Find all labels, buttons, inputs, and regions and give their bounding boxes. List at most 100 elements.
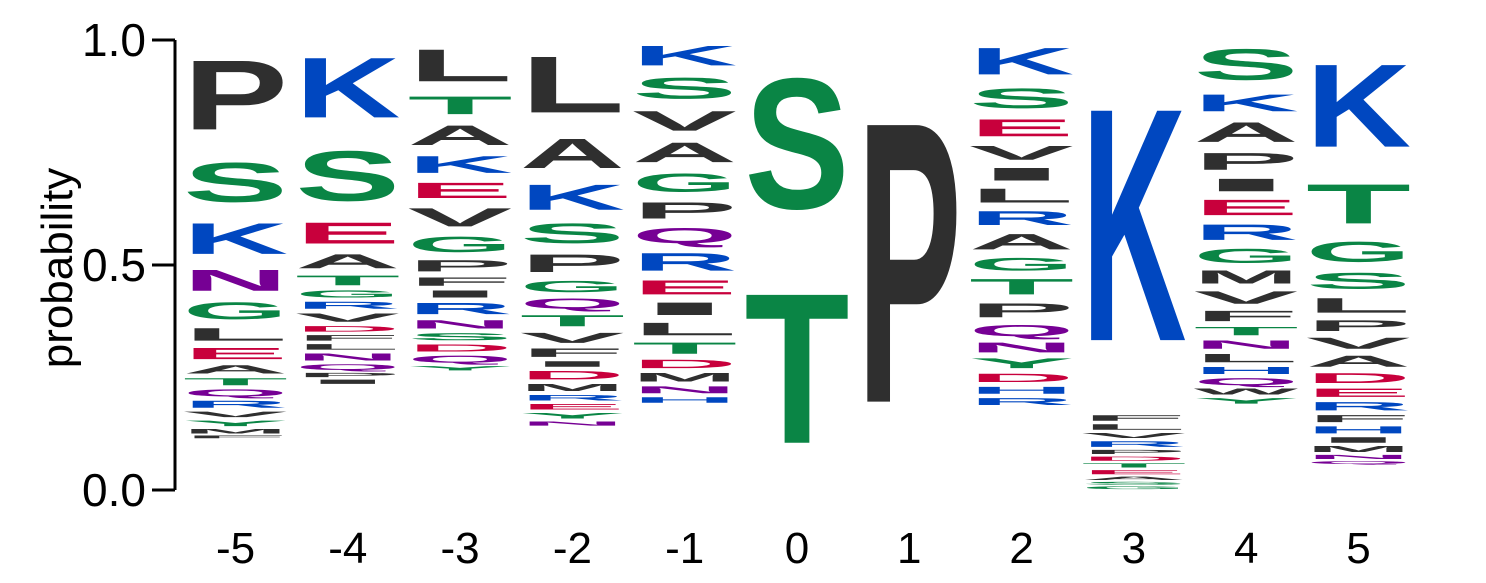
y-tick-label: 0.5 [82,239,146,291]
logo-letter-r: R [969,207,1074,229]
logo-letter-r: R [969,396,1074,407]
logo-letter-v: V [1306,334,1411,352]
logo-letter-s: S [1306,268,1411,294]
logo-letter-g: G [1306,236,1411,268]
logo-letter-l: L [183,324,288,344]
logo-letter-k: K [520,177,625,217]
logo-letter-k: K [969,40,1074,83]
logo-letter-n: N [632,384,737,395]
logo-letter-q: Q [183,387,288,398]
logo-letter-n: N [408,318,513,331]
logo-letter-t: T [408,91,513,119]
logo-letter-l: L [632,319,737,339]
logo-letter-s: S [1194,40,1299,89]
logo-letter-s: S [969,83,1074,114]
logo-letter-r: R [1306,400,1411,413]
logo-letter-n: N [183,264,288,298]
logo-letter-q: Q [295,363,400,372]
logo-letter-t: T [1194,324,1299,337]
logo-letter-g: G [632,168,737,197]
logo-letter-f: F [1194,308,1299,325]
logo-letter-k: K [1306,40,1411,172]
logo-letter-f: F [183,435,288,439]
logo-letter-d: D [408,342,513,353]
logo-letter-i: I [295,378,400,385]
logo-letter-w: W [1194,387,1298,396]
logo-letter-t: T [969,274,1074,299]
x-tick-label: -2 [553,524,592,573]
x-tick-label: -5 [216,524,255,573]
logo-letter-g: G [1081,486,1186,490]
logo-letter-p: P [969,299,1074,322]
logo-letter-v: V [295,311,400,325]
logo-letter-p: P [183,40,288,151]
logo-letter-y: Y [1194,396,1299,405]
x-tick-label: 1 [897,524,921,573]
logo-letter-h: H [1306,424,1411,435]
logo-letter-v: V [183,410,288,419]
logo-letter-r: R [1081,440,1186,449]
logo-letter-s: S [295,136,400,216]
logo-letter-q: Q [408,354,513,365]
logo-letter-m: M [1194,267,1299,287]
logo-letter-t: T [1081,462,1186,469]
logo-letter-t: T [295,273,400,289]
logo-letter-y: Y [520,411,625,420]
logo-letter-d: D [969,371,1074,384]
logo-letter-k: K [295,40,400,136]
logo-letter-e: E [1306,386,1411,399]
logo-letter-i: I [1306,436,1411,445]
logo-letter-n: N [969,340,1074,356]
logo-letter-h: H [1194,365,1299,376]
logo-letter-f: F [1081,413,1186,422]
logo-letter-q: Q [520,296,625,312]
logo-letter-f: F [408,275,513,288]
logo-letter-p: P [408,257,513,275]
logo-letter-v: V [632,105,737,136]
x-tick-label: -1 [665,524,704,573]
y-tick-label: 1.0 [82,14,146,66]
logo-letter-t: T [183,376,288,387]
logo-letter-m: M [632,371,737,384]
logo-letter-e: E [1081,469,1186,476]
logo-letter-l: L [1081,422,1186,431]
y-tick-label: 0.0 [82,464,146,516]
logo-letter-t: T [632,339,737,357]
logo-letter-t: T [520,312,625,330]
logo-letter-e: E [1194,195,1299,220]
logo-letter-i: I [408,288,513,299]
logo-letter-h: H [632,395,737,404]
logo-letter-v: V [1081,431,1186,439]
logo-letter-s: S [632,71,737,105]
logo-letter-t: T [745,249,850,489]
logo-letter-a: A [295,250,400,272]
x-tick-label: 4 [1234,524,1258,573]
logo-letter-q: Q [632,224,737,248]
x-tick-label: 5 [1346,524,1370,573]
logo-letter-e: E [408,178,513,203]
logo-letter-s: S [183,151,288,214]
logo-letter-a: A [1194,117,1299,148]
logo-letter-h: H [969,385,1074,396]
logo-letter-q: Q [1194,376,1299,387]
logo-letter-e: E [632,276,737,299]
logo-letter-v: V [1194,287,1299,307]
logo-letter-e: E [969,114,1074,141]
logo-letter-m: M [520,382,625,393]
logo-letter-m: M [1306,444,1411,453]
logo-letter-e: E [520,402,625,411]
logo-letter-e: E [183,345,288,363]
x-axis-ticks: -5 -4 -3 -2 -1 0 1 2 3 4 5 [216,524,1371,573]
logo-letter-d: D [295,324,400,333]
logo-letter-a: A [1081,476,1186,481]
logo-letter-r: R [408,300,513,318]
logo-letter-n: N [1194,338,1299,351]
logo-letter-k: K [408,151,513,178]
logo-letter-d: D [1081,455,1186,462]
logo-letter-p: P [632,197,737,223]
logo-letter-s: S [745,39,850,248]
logo-letter-l: L [1194,351,1299,364]
logo-letter-g: G [969,254,1074,274]
x-tick-label: 2 [1009,524,1033,573]
